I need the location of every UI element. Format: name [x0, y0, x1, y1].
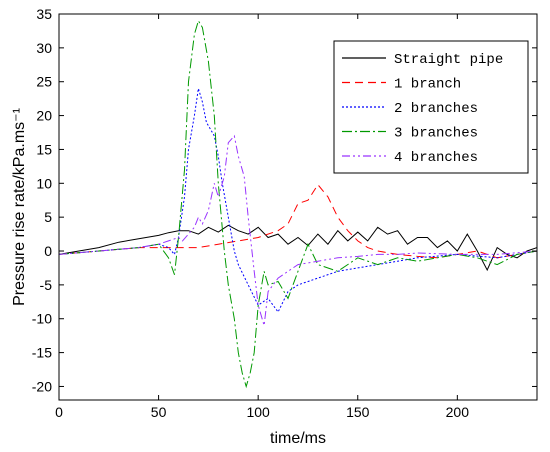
x-tick-label: 150 — [346, 404, 370, 420]
legend-label-5: 4 branches — [394, 150, 478, 166]
y-tick-label: -10 — [32, 311, 52, 327]
x-tick-label: 0 — [55, 404, 63, 420]
x-tick-label: 100 — [246, 404, 270, 420]
x-tick-label: 50 — [151, 404, 167, 420]
y-tick-label: 35 — [36, 6, 52, 22]
y-tick-label: 5 — [44, 209, 52, 225]
legend-label-4: 3 branches — [394, 126, 478, 142]
series-line-3 — [59, 88, 537, 313]
y-tick-label: -20 — [32, 378, 52, 394]
legend-label-2: 1 branch — [394, 77, 461, 93]
y-tick-label: -5 — [40, 277, 53, 293]
legend-label-3: 2 branches — [394, 101, 478, 117]
x-tick-label: 200 — [446, 404, 470, 420]
y-tick-label: 10 — [36, 175, 52, 191]
x-axis-label: time/ms — [270, 430, 326, 447]
y-tick-label: 15 — [36, 141, 52, 157]
y-tick-label: 20 — [36, 108, 52, 124]
y-tick-label: -15 — [32, 345, 52, 361]
legend: Straight pipe 1 branch 2 branches 3 branche… — [333, 40, 529, 174]
series-line-1 — [59, 224, 537, 272]
legend-label-1: Straight pipe — [394, 52, 503, 68]
series-line-2 — [59, 183, 537, 259]
y-axis-label: Pressure rise rate/kPa.ms⁻¹ — [11, 108, 28, 306]
series-line-5 — [59, 134, 537, 326]
y-tick-label: 25 — [36, 74, 52, 90]
plot-frame — [58, 13, 538, 401]
y-tick-label: 30 — [36, 40, 52, 56]
y-tick-label: 0 — [44, 243, 52, 259]
